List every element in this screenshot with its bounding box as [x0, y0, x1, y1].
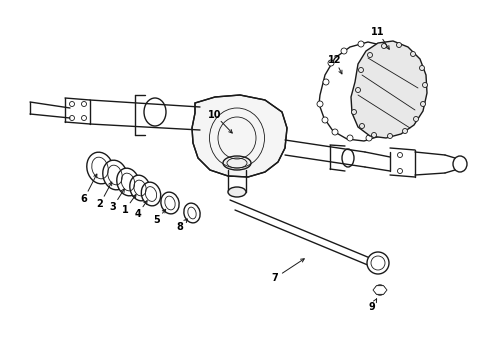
Ellipse shape	[422, 82, 427, 87]
Text: 1: 1	[122, 205, 128, 215]
Text: 3: 3	[109, 202, 116, 212]
Ellipse shape	[381, 126, 387, 132]
Ellipse shape	[316, 101, 323, 107]
Text: 6: 6	[81, 194, 87, 204]
Polygon shape	[192, 95, 286, 177]
Ellipse shape	[223, 156, 250, 170]
Ellipse shape	[321, 117, 327, 123]
Ellipse shape	[340, 48, 346, 54]
Polygon shape	[350, 41, 426, 138]
Ellipse shape	[381, 44, 386, 49]
Ellipse shape	[386, 134, 392, 139]
Ellipse shape	[327, 60, 333, 66]
Ellipse shape	[86, 152, 113, 184]
Ellipse shape	[402, 129, 407, 134]
Text: 12: 12	[327, 55, 341, 65]
Ellipse shape	[390, 57, 396, 63]
Text: 2: 2	[97, 199, 103, 209]
Ellipse shape	[366, 252, 388, 274]
Text: 10: 10	[208, 110, 221, 120]
Ellipse shape	[358, 68, 363, 72]
Ellipse shape	[413, 117, 418, 122]
Ellipse shape	[371, 132, 376, 138]
Ellipse shape	[117, 168, 139, 196]
Polygon shape	[372, 286, 386, 294]
Text: 7: 7	[271, 273, 278, 283]
Ellipse shape	[102, 160, 127, 190]
Ellipse shape	[355, 87, 360, 93]
Text: 5: 5	[153, 215, 160, 225]
Ellipse shape	[129, 175, 150, 201]
Ellipse shape	[392, 113, 398, 119]
Ellipse shape	[161, 192, 179, 214]
Ellipse shape	[331, 129, 337, 135]
Ellipse shape	[183, 203, 200, 223]
Text: 9: 9	[368, 302, 375, 312]
Ellipse shape	[398, 75, 404, 81]
Ellipse shape	[365, 135, 371, 141]
Ellipse shape	[323, 79, 328, 85]
Polygon shape	[318, 42, 406, 141]
Ellipse shape	[359, 123, 364, 129]
Ellipse shape	[396, 42, 401, 48]
Ellipse shape	[375, 44, 381, 50]
Ellipse shape	[367, 53, 372, 58]
Ellipse shape	[397, 95, 403, 101]
Ellipse shape	[346, 135, 352, 141]
Ellipse shape	[374, 285, 384, 295]
Ellipse shape	[409, 51, 415, 57]
Ellipse shape	[141, 182, 161, 206]
Text: 8: 8	[176, 222, 183, 232]
Text: 4: 4	[134, 209, 141, 219]
Ellipse shape	[227, 187, 245, 197]
Ellipse shape	[419, 66, 424, 71]
Ellipse shape	[357, 41, 363, 47]
Ellipse shape	[420, 102, 425, 107]
Ellipse shape	[351, 109, 356, 114]
Text: 11: 11	[370, 27, 384, 37]
